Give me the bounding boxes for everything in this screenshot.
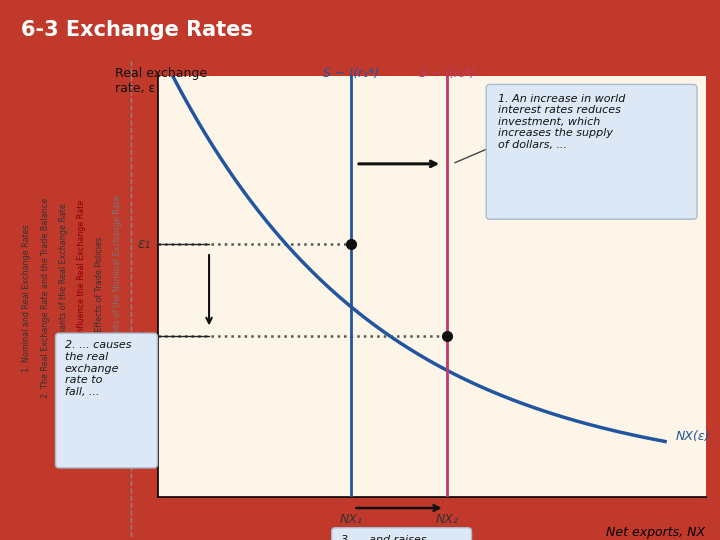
Text: 2. ... causes
the real
exchange
rate to
fall, ...: 2. ... causes the real exchange rate to … [65,340,131,397]
FancyBboxPatch shape [486,84,697,219]
Text: 6. The Determinants of the Nominal Exchange Rate: 6. The Determinants of the Nominal Excha… [113,195,122,402]
Text: S − I(r₁*): S − I(r₁*) [323,66,379,79]
Text: 5. The Effects of Trade Policies: 5. The Effects of Trade Policies [95,237,104,360]
Text: 1. An increase in world
interest rates reduces
investment, which
increases the s: 1. An increase in world interest rates r… [498,93,625,150]
Text: 1. Nominal and Real Exchange Rates: 1. Nominal and Real Exchange Rates [22,225,32,372]
Text: NX(ε): NX(ε) [675,430,710,443]
Text: 6-3 Exchange Rates: 6-3 Exchange Rates [22,20,253,40]
Text: ε₁: ε₁ [138,237,150,251]
Text: Real exchange
rate, ε: Real exchange rate, ε [114,67,207,95]
Text: Net exports, NX: Net exports, NX [606,526,706,539]
FancyBboxPatch shape [332,528,472,540]
Text: S − I(r₂*): S − I(r₂*) [419,66,475,79]
Text: ε₂: ε₂ [138,329,150,343]
Text: 2. The Real Exchange Rate and the Trade Balance: 2. The Real Exchange Rate and the Trade … [40,198,50,399]
Text: NX₁: NX₁ [339,513,362,526]
Text: NX₂: NX₂ [436,513,459,526]
Text: 3. The Determinants of the Real Exchange Rate: 3. The Determinants of the Real Exchange… [59,203,68,394]
Text: 4. How Policies Influence the Real Exchange Rate: 4. How Policies Influence the Real Excha… [77,200,86,397]
Text: 3. ... and raises
net exports.: 3. ... and raises net exports. [341,535,426,540]
FancyBboxPatch shape [55,333,158,468]
